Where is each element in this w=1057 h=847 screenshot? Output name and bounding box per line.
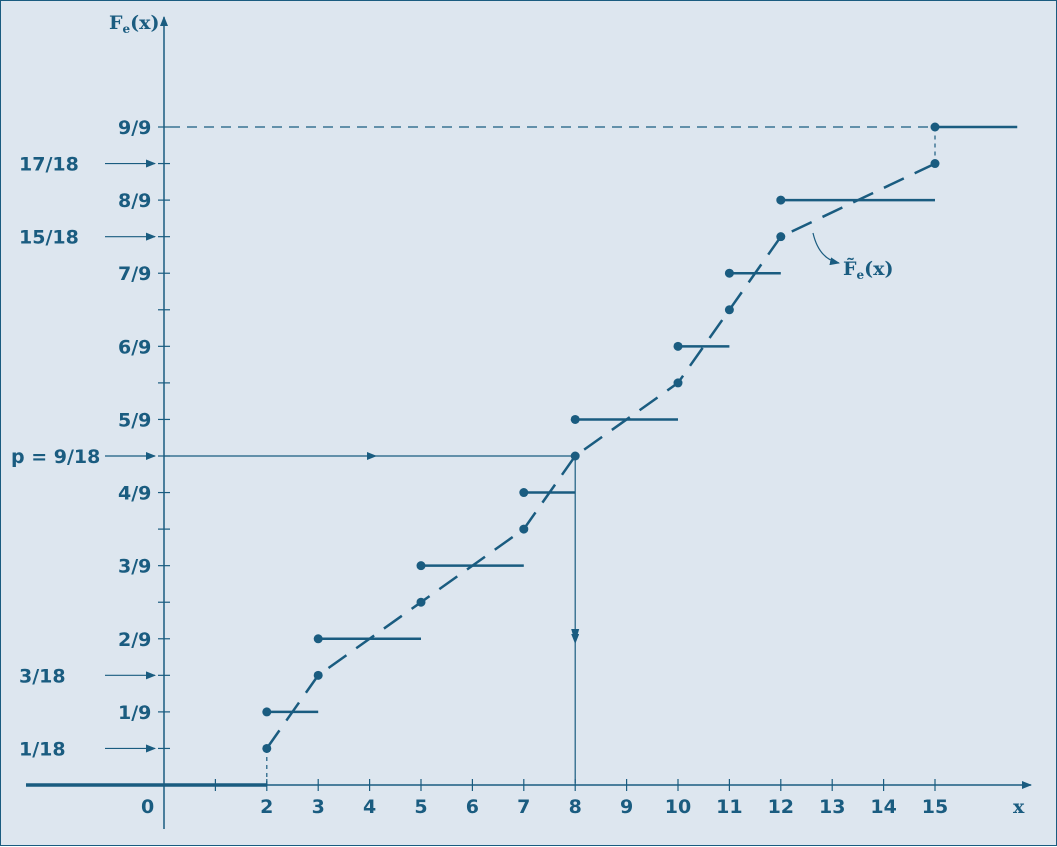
x-tick-label: 5 xyxy=(414,796,427,818)
y-tick-label: 2/9 xyxy=(118,629,151,651)
y-tick-label: 1/18 xyxy=(19,738,66,760)
x-tick-label: 3 xyxy=(312,796,325,818)
interpolated-point xyxy=(776,232,786,242)
step-point xyxy=(776,195,786,205)
step-point xyxy=(416,561,426,571)
origin-label: 0 xyxy=(141,796,154,818)
x-tick-label: 4 xyxy=(363,796,376,818)
x-tick-label: 6 xyxy=(466,796,479,818)
x-tick-label: 10 xyxy=(665,796,691,818)
interpolated-point xyxy=(262,743,272,753)
y-tick-label: 4/9 xyxy=(118,483,151,505)
x-tick-label: 12 xyxy=(768,796,794,818)
step-point xyxy=(673,341,683,351)
y-tick-label: 1/9 xyxy=(118,702,151,724)
step-point xyxy=(570,414,580,424)
y-tick-label: 15/18 xyxy=(19,227,79,249)
y-tick-label: 3/9 xyxy=(118,556,151,578)
y-tick-label: 7/9 xyxy=(118,263,151,285)
y-tick-label: 17/18 xyxy=(19,154,79,176)
interpolated-point xyxy=(519,524,529,534)
x-tick-label: 7 xyxy=(517,796,530,818)
series-label-pointer xyxy=(812,232,840,266)
y-tick-label: 5/9 xyxy=(118,409,151,431)
x-tick-label: 14 xyxy=(870,796,896,818)
step-point xyxy=(262,707,272,717)
x-tick-label: 2 xyxy=(260,796,273,818)
y-tick-label: 6/9 xyxy=(118,336,151,358)
y-tick-label: 3/18 xyxy=(19,665,66,687)
quantile-down-arrowhead xyxy=(571,629,580,643)
x-axis-title: x xyxy=(1013,796,1025,818)
step-point xyxy=(724,268,734,278)
step-point xyxy=(930,122,940,132)
interpolated-point xyxy=(930,159,940,169)
interpolated-point xyxy=(673,378,683,388)
interpolated-point xyxy=(570,451,580,461)
interpolated-series-label: F̃e(x) xyxy=(843,258,893,282)
x-tick-label: 13 xyxy=(819,796,845,818)
y-tick-label: p = 9/18 xyxy=(11,446,100,468)
step-point xyxy=(313,634,323,644)
step-point xyxy=(519,488,529,498)
x-tick-label: 11 xyxy=(716,796,742,818)
x-tick-label: 9 xyxy=(620,796,633,818)
y-tick-label: 8/9 xyxy=(118,190,151,212)
interpolated-point xyxy=(416,597,426,607)
y-tick-label: 9/9 xyxy=(118,117,151,139)
interpolated-point xyxy=(724,305,734,315)
interpolated-point xyxy=(313,670,323,680)
x-tick-label: 8 xyxy=(569,796,582,818)
y-axis-title: Fe(x) xyxy=(109,12,159,36)
x-tick-label: 15 xyxy=(922,796,948,818)
